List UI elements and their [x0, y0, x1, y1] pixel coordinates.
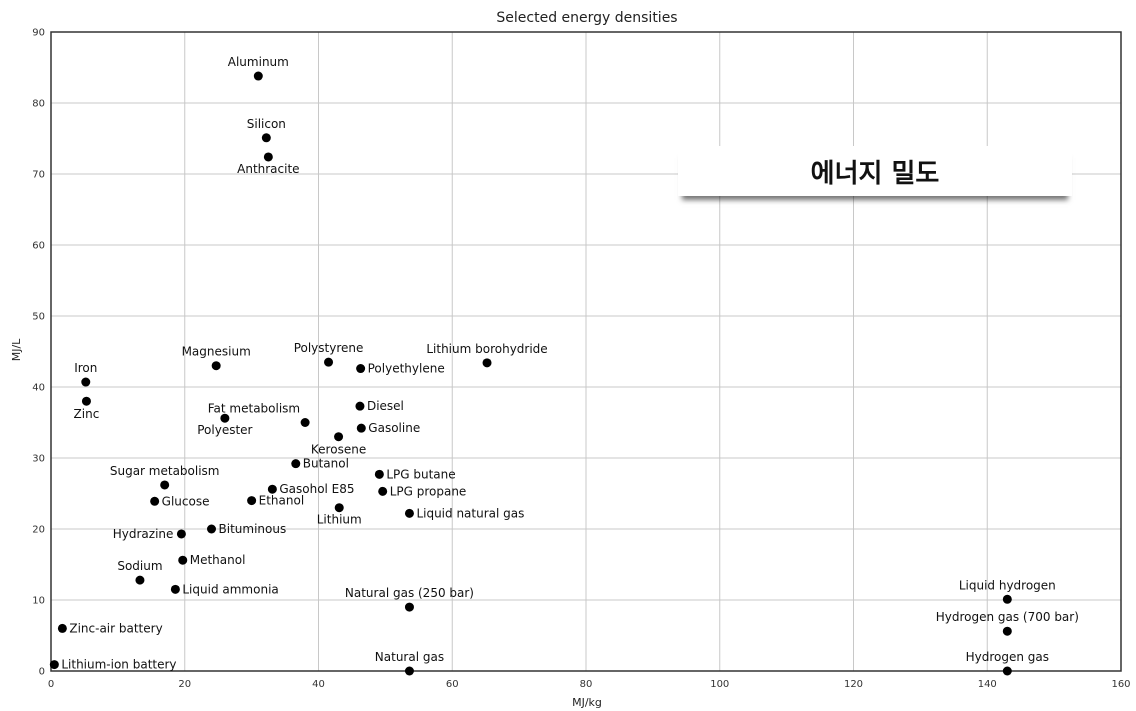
data-point: [211, 361, 221, 371]
x-tick-label: 0: [48, 679, 54, 690]
data-point-label: Polyester: [197, 423, 252, 437]
data-point-label: Magnesium: [182, 345, 251, 359]
data-point-label: Natural gas (250 bar): [345, 586, 474, 600]
data-point: [324, 357, 334, 367]
x-tick-label: 100: [710, 679, 729, 690]
data-point: [220, 413, 230, 423]
y-tick-label: 30: [32, 454, 45, 465]
data-point: [170, 584, 180, 594]
data-point: [404, 602, 414, 612]
overlay-banner: 에너지 밀도: [678, 146, 1072, 196]
data-point-label: Lithium: [317, 513, 362, 527]
data-point: [150, 496, 160, 506]
data-point-label: Lithium borohydride: [426, 342, 547, 356]
y-axis-label: MJ/L: [10, 338, 23, 361]
data-point: [160, 480, 170, 490]
data-point: [178, 555, 188, 565]
data-point: [263, 152, 273, 162]
data-point-label: Diesel: [367, 399, 404, 413]
data-point: [291, 459, 301, 469]
data-point-label: Hydrogen gas (700 bar): [936, 610, 1079, 624]
data-point: [57, 623, 67, 633]
data-point: [253, 71, 263, 81]
data-point-label: Methanol: [190, 553, 246, 567]
data-point-label: Butanol: [303, 457, 349, 471]
data-point-label: LPG propane: [390, 484, 467, 498]
data-point-label: Glucose: [162, 494, 210, 508]
data-point-label: Liquid hydrogen: [959, 578, 1056, 592]
data-point: [261, 133, 271, 143]
data-point-label: Bituminous: [219, 522, 287, 536]
data-point: [135, 575, 145, 585]
data-point: [378, 486, 388, 496]
data-point-label: Natural gas: [375, 650, 444, 664]
data-point-label: Zinc-air battery: [69, 621, 162, 635]
data-points: Aluminum Silicon Anthracite Magnesium Polyst…: [49, 55, 1079, 676]
data-point-label: Gasoline: [368, 421, 420, 435]
data-point-label: Anthracite: [237, 162, 299, 176]
overlay-banner-text: 에너지 밀도: [810, 158, 940, 189]
x-tick-label: 120: [844, 679, 863, 690]
x-tick-label: 60: [446, 679, 459, 690]
x-tick-label: 80: [580, 679, 593, 690]
y-tick-label: 0: [39, 667, 45, 678]
data-point-label: Polystyrene: [294, 341, 364, 355]
axis-ticks: 0 20 40 60 80 100 120 140 160 0 10 20 30 40 50 60 70 80 90: [32, 28, 1130, 691]
data-point-label: Polyethylene: [368, 362, 445, 376]
x-tick-label: 140: [978, 679, 997, 690]
data-point: [207, 524, 216, 534]
data-point-label: Hydrazine: [113, 527, 174, 541]
data-point-label: Sodium: [117, 559, 162, 573]
y-tick-label: 70: [32, 170, 45, 181]
data-point: [267, 484, 277, 494]
x-axis-label: MJ/kg: [572, 696, 602, 709]
data-point: [49, 660, 59, 670]
data-point: [356, 423, 366, 433]
data-point: [355, 401, 365, 411]
data-point-label: Iron: [74, 361, 97, 375]
y-tick-label: 20: [32, 525, 45, 536]
x-tick-label: 40: [312, 679, 325, 690]
data-point: [374, 469, 384, 479]
data-point: [482, 358, 492, 368]
data-point: [334, 432, 344, 442]
data-point: [81, 377, 91, 387]
y-tick-label: 10: [32, 596, 45, 607]
data-point-label: Fat metabolism: [208, 402, 300, 416]
data-point: [1002, 594, 1012, 604]
data-point-label: Lithium-ion battery: [61, 658, 176, 672]
grid: [50, 31, 1122, 672]
x-tick-label: 160: [1111, 679, 1130, 690]
data-point: [247, 496, 257, 506]
data-point-label: Zinc: [74, 407, 100, 421]
data-point: [334, 503, 344, 513]
data-point: [176, 529, 186, 539]
data-point-label: Liquid natural gas: [416, 506, 524, 520]
y-tick-label: 80: [32, 99, 45, 110]
data-point-label: Sugar metabolism: [110, 464, 220, 478]
y-tick-label: 40: [32, 383, 45, 394]
data-point-label: Gasohol E85: [279, 482, 354, 496]
y-tick-label: 60: [32, 241, 45, 252]
data-point: [300, 418, 310, 427]
data-point-label: Liquid ammonia: [182, 582, 278, 596]
data-point: [81, 396, 91, 406]
data-point: [404, 666, 414, 676]
data-point-label: Hydrogen gas: [966, 650, 1049, 664]
data-point: [404, 508, 414, 518]
data-point: [1002, 666, 1012, 676]
data-point-label: Ethanol: [259, 494, 305, 508]
y-tick-label: 50: [32, 312, 45, 323]
data-point: [1002, 626, 1012, 636]
x-tick-label: 20: [178, 679, 191, 690]
data-point-label: LPG butane: [386, 467, 455, 481]
chart-title: Selected energy densities: [496, 10, 677, 26]
data-point-label: Kerosene: [311, 443, 366, 457]
y-tick-label: 90: [32, 28, 45, 39]
data-point-label: Silicon: [247, 117, 286, 131]
plot-frame: [50, 31, 1122, 672]
data-point: [356, 364, 366, 374]
data-point-label: Aluminum: [228, 55, 289, 69]
